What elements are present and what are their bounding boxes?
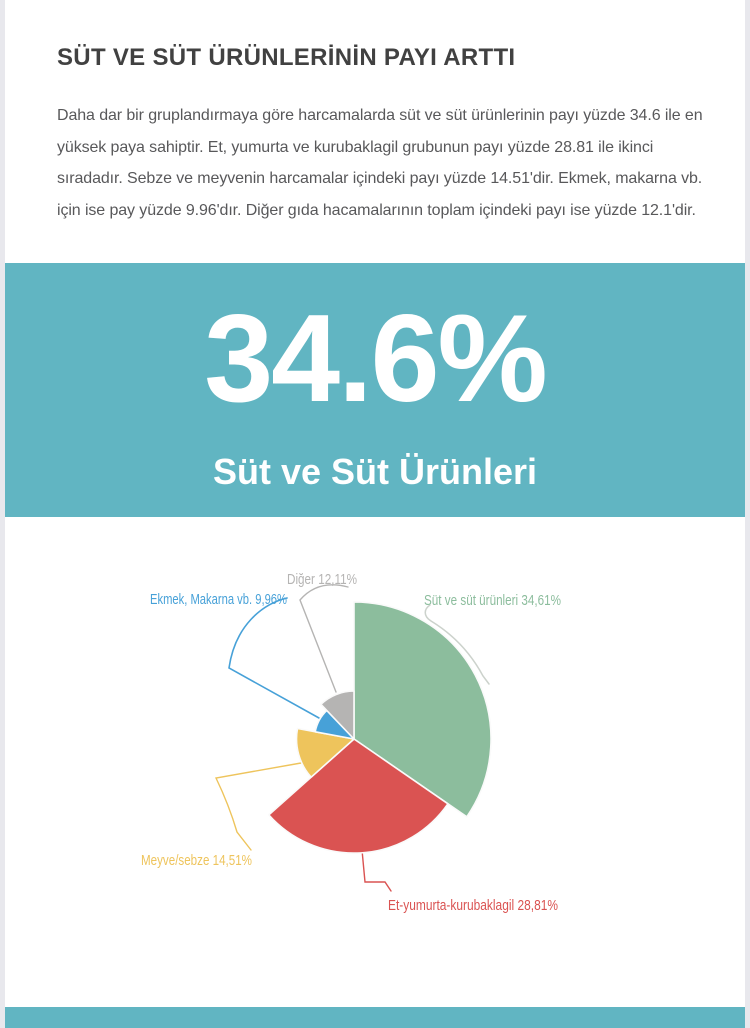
pie-label-diger: Diğer 12,11% [287,572,357,588]
pie-chart: Diğer 12,11% Ekmek, Makarna vb. 9,96% Sü… [0,517,750,1007]
intro-paragraph: Daha dar bir gruplandırmaya göre harcama… [57,107,703,219]
pie-label-ekmek: Ekmek, Makarna vb. 9,96% [150,592,287,608]
leader-line-diger [299,584,349,693]
page-edge-left [0,0,5,1028]
pie-label-et: Et-yumurta-kurubaklagil 28,81% [388,898,558,914]
pie-label-sut: Süt ve süt ürünleri 34,61% [424,593,561,609]
page-title: SÜT VE SÜT ÜRÜNLERİNİN PAYI ARTTI [57,44,516,72]
page-edge-right [745,0,750,1028]
pie-slice-diger [320,690,355,740]
highlight-value: 34.6% [204,290,548,428]
leader-line-et [361,849,392,892]
pie-slice-et [268,738,449,854]
pie-label-meyve: Meyve/sebze 14,51% [141,853,252,869]
pie-slices-group [268,601,492,854]
pie-slice-sut [353,601,492,818]
highlight-label: Süt ve Süt Ürünleri [212,451,538,492]
leader-line-meyve [214,762,302,851]
pie-chart-svg: Diğer 12,11% Ekmek, Makarna vb. 9,96% Sü… [141,572,561,914]
bottom-accent-band [5,1007,745,1028]
leader-line-ekmek [228,597,320,719]
leader-line-sut [424,604,490,685]
highlight-band: 34.6% Süt ve Süt Ürünleri [5,263,745,517]
pie-slice-meyve [295,727,355,778]
